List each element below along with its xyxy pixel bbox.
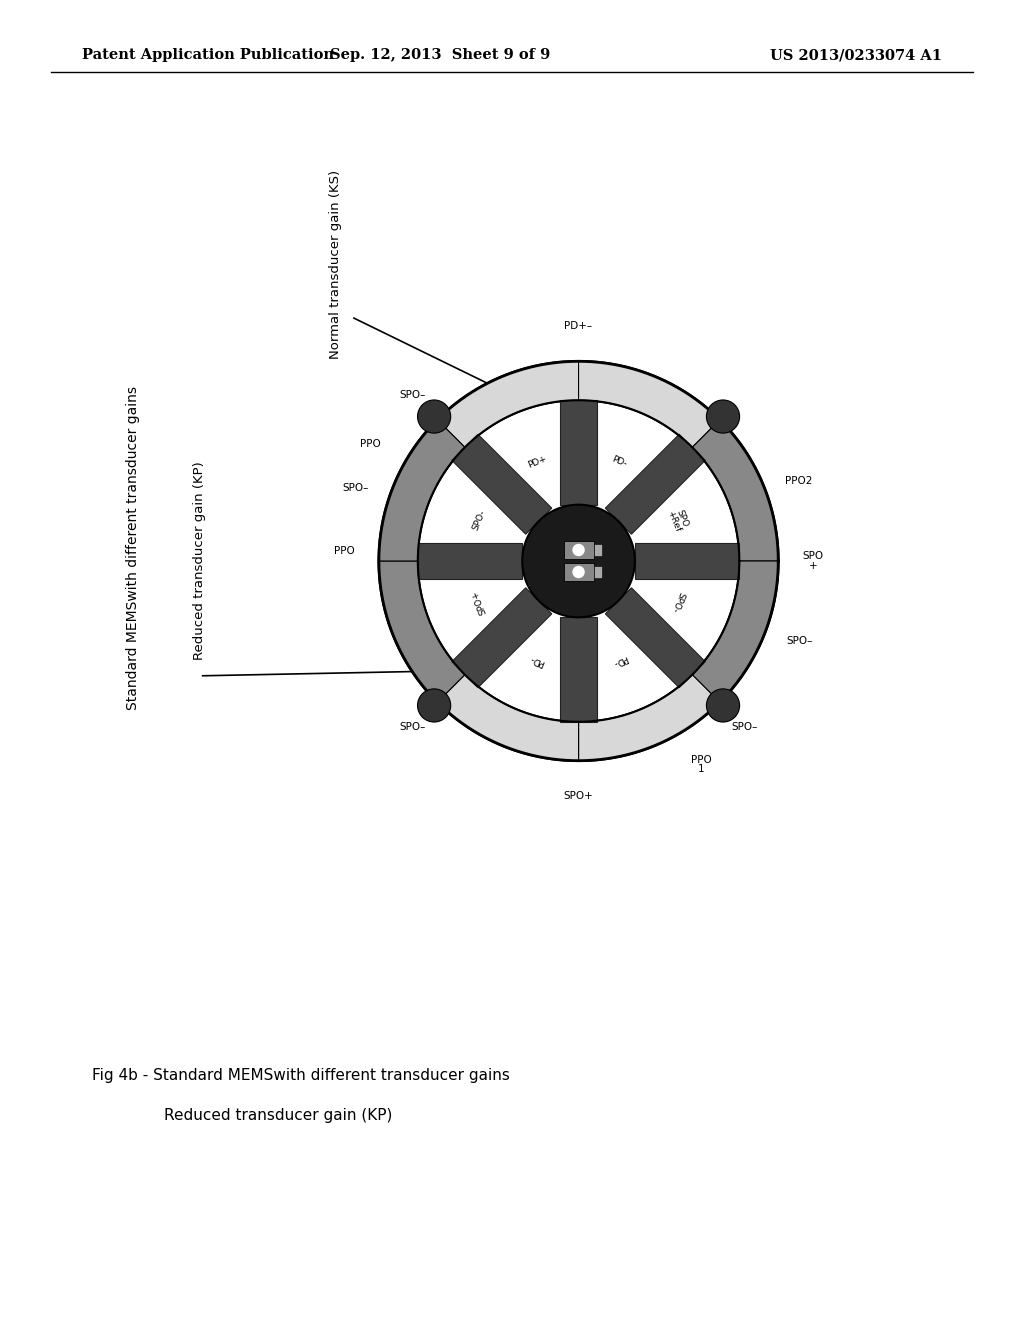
Text: Sep. 12, 2013  Sheet 9 of 9: Sep. 12, 2013 Sheet 9 of 9 <box>330 48 551 62</box>
FancyBboxPatch shape <box>594 566 601 578</box>
Polygon shape <box>522 504 635 618</box>
Polygon shape <box>579 362 720 447</box>
Polygon shape <box>418 400 739 722</box>
Text: US 2013/0233074 A1: US 2013/0233074 A1 <box>770 48 942 62</box>
Circle shape <box>707 400 739 433</box>
Text: SPO
+Ref: SPO +Ref <box>666 507 690 533</box>
Text: SPO–: SPO– <box>342 483 369 494</box>
Polygon shape <box>418 543 522 579</box>
FancyBboxPatch shape <box>594 544 601 556</box>
Text: PD-: PD- <box>611 653 629 668</box>
Text: SPO–: SPO– <box>399 722 426 733</box>
Polygon shape <box>560 618 597 722</box>
Polygon shape <box>605 434 706 535</box>
Polygon shape <box>437 362 579 447</box>
Text: Patent Application Publication: Patent Application Publication <box>82 48 334 62</box>
Text: Reduced transducer gain (KP): Reduced transducer gain (KP) <box>164 1107 392 1123</box>
Circle shape <box>573 566 584 578</box>
Text: PD-: PD- <box>611 454 629 469</box>
Circle shape <box>418 400 451 433</box>
Polygon shape <box>692 420 778 561</box>
Text: Fig 4b - Standard MEMSwith different transducer gains: Fig 4b - Standard MEMSwith different tra… <box>92 1068 510 1084</box>
Text: Standard MEMSwith different transducer gains: Standard MEMSwith different transducer g… <box>126 385 140 710</box>
Text: PPO2: PPO2 <box>785 475 813 486</box>
Polygon shape <box>379 362 778 760</box>
Text: PD+–: PD+– <box>564 321 593 331</box>
Text: SPO
+: SPO + <box>803 552 823 570</box>
Text: PPO: PPO <box>360 438 381 449</box>
Text: PD-: PD- <box>528 653 546 668</box>
Text: PPO
1: PPO 1 <box>690 755 712 774</box>
Polygon shape <box>635 543 739 579</box>
Polygon shape <box>452 587 552 688</box>
Circle shape <box>573 544 584 556</box>
Text: SPO–: SPO– <box>731 722 758 733</box>
Text: SPO–: SPO– <box>399 389 426 400</box>
Polygon shape <box>379 420 465 561</box>
Circle shape <box>418 689 451 722</box>
FancyBboxPatch shape <box>563 564 594 581</box>
FancyBboxPatch shape <box>563 541 594 558</box>
Text: SPO–: SPO– <box>785 636 812 647</box>
Polygon shape <box>379 561 465 702</box>
Text: Reduced transducer gain (KP): Reduced transducer gain (KP) <box>194 462 206 660</box>
Polygon shape <box>437 675 579 760</box>
Text: SPO-: SPO- <box>670 590 686 614</box>
Circle shape <box>707 689 739 722</box>
Polygon shape <box>452 434 552 535</box>
Text: Normal transducer gain (KS): Normal transducer gain (KS) <box>330 169 342 359</box>
Text: SPO+: SPO+ <box>563 791 594 801</box>
Text: PPO: PPO <box>334 546 354 556</box>
Text: SPO+: SPO+ <box>470 589 488 615</box>
Text: PD+: PD+ <box>526 454 548 470</box>
Polygon shape <box>560 400 597 504</box>
Polygon shape <box>692 561 778 702</box>
Polygon shape <box>579 675 720 760</box>
Text: SPO-: SPO- <box>471 508 487 532</box>
Polygon shape <box>605 587 706 688</box>
